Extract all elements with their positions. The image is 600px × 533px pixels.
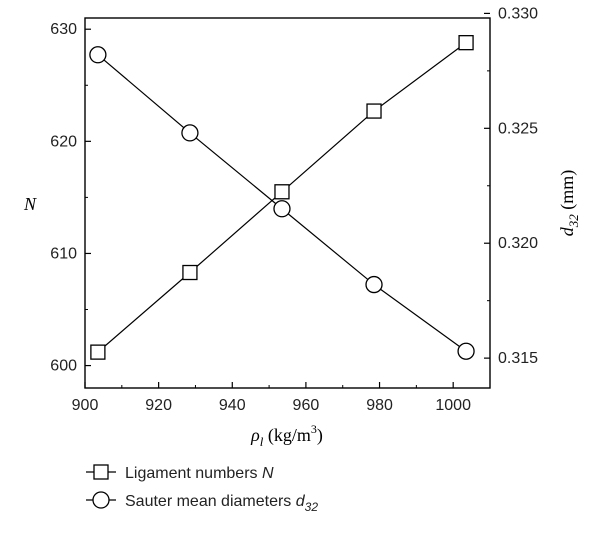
y-axis-right-label: d32 (mm)	[557, 170, 581, 237]
x-tick-label: 980	[366, 397, 393, 414]
y-axis-right-label-symbol: d	[557, 226, 577, 236]
x-tick-label: 1000	[435, 397, 471, 414]
series-markers	[89, 35, 475, 360]
x-tick-label: 960	[293, 397, 320, 414]
x-axis-label-symbol: ρ	[250, 425, 260, 445]
legend-item-sauter: Sauter mean diameters d32	[86, 491, 318, 514]
plot-frame	[84, 17, 491, 389]
data-point-circle	[365, 275, 383, 294]
legend-square-marker	[93, 464, 109, 480]
y-axis-left-label: N	[23, 194, 37, 214]
data-point-circle	[457, 342, 475, 360]
data-point-square	[90, 344, 106, 360]
x-axis-label-unit: (kg/m	[263, 425, 311, 446]
y-axis-right-label-subscript: 32	[566, 214, 581, 229]
y-axis-right-label-unit: (mm)	[557, 170, 578, 215]
data-point-square	[458, 35, 474, 51]
data-point-square	[182, 264, 198, 281]
y-left-tick-label: 610	[50, 245, 77, 262]
legend-label-sauter: Sauter mean diameters d32	[125, 493, 318, 514]
data-point-circle	[89, 46, 107, 64]
legend-label-sauter-subscript: 32	[305, 500, 319, 514]
y-right-tick-label: 0.315	[498, 350, 538, 367]
legend-item-ligament: Ligament numbers N	[86, 464, 274, 482]
x-axis-label-unit-end: )	[317, 425, 323, 446]
legend-label-ligament: Ligament numbers N	[125, 465, 274, 482]
y-right-tick-label: 0.325	[498, 120, 538, 137]
data-point-square	[274, 184, 290, 200]
x-axis-label-unit-sup: 3	[311, 422, 317, 436]
legend-circle-marker	[92, 491, 110, 509]
x-tick-label: 940	[219, 397, 246, 414]
y-right-tick-label: 0.320	[498, 235, 538, 252]
x-axis: 900 920 940 960 980 1000	[72, 382, 491, 414]
x-tick-label: 900	[72, 397, 99, 414]
legend-label-sauter-text: Sauter mean diameters	[125, 493, 291, 510]
data-point-square	[366, 103, 382, 119]
data-point-circle	[273, 200, 291, 218]
x-axis-label: ρl (kg/m3)	[250, 422, 323, 449]
legend-label-ligament-text: Ligament numbers	[125, 465, 258, 482]
y-axis-left: 600 610 620 630	[50, 21, 91, 375]
x-tick-label: 920	[145, 397, 172, 414]
y-left-tick-label: 620	[50, 133, 77, 150]
legend-label-sauter-symbol: d	[296, 493, 306, 510]
y-right-tick-label: 0.330	[498, 5, 538, 22]
x-axis-label-subscript: l	[260, 434, 264, 449]
y-left-tick-label: 600	[50, 358, 77, 375]
legend: Ligament numbers N Sauter mean diameters…	[86, 464, 318, 514]
data-point-circle	[181, 124, 199, 142]
legend-label-ligament-symbol: N	[262, 465, 274, 482]
y-left-tick-label: 630	[50, 21, 77, 38]
y-axis-right: 0.315 0.320 0.325 0.330	[484, 5, 538, 367]
